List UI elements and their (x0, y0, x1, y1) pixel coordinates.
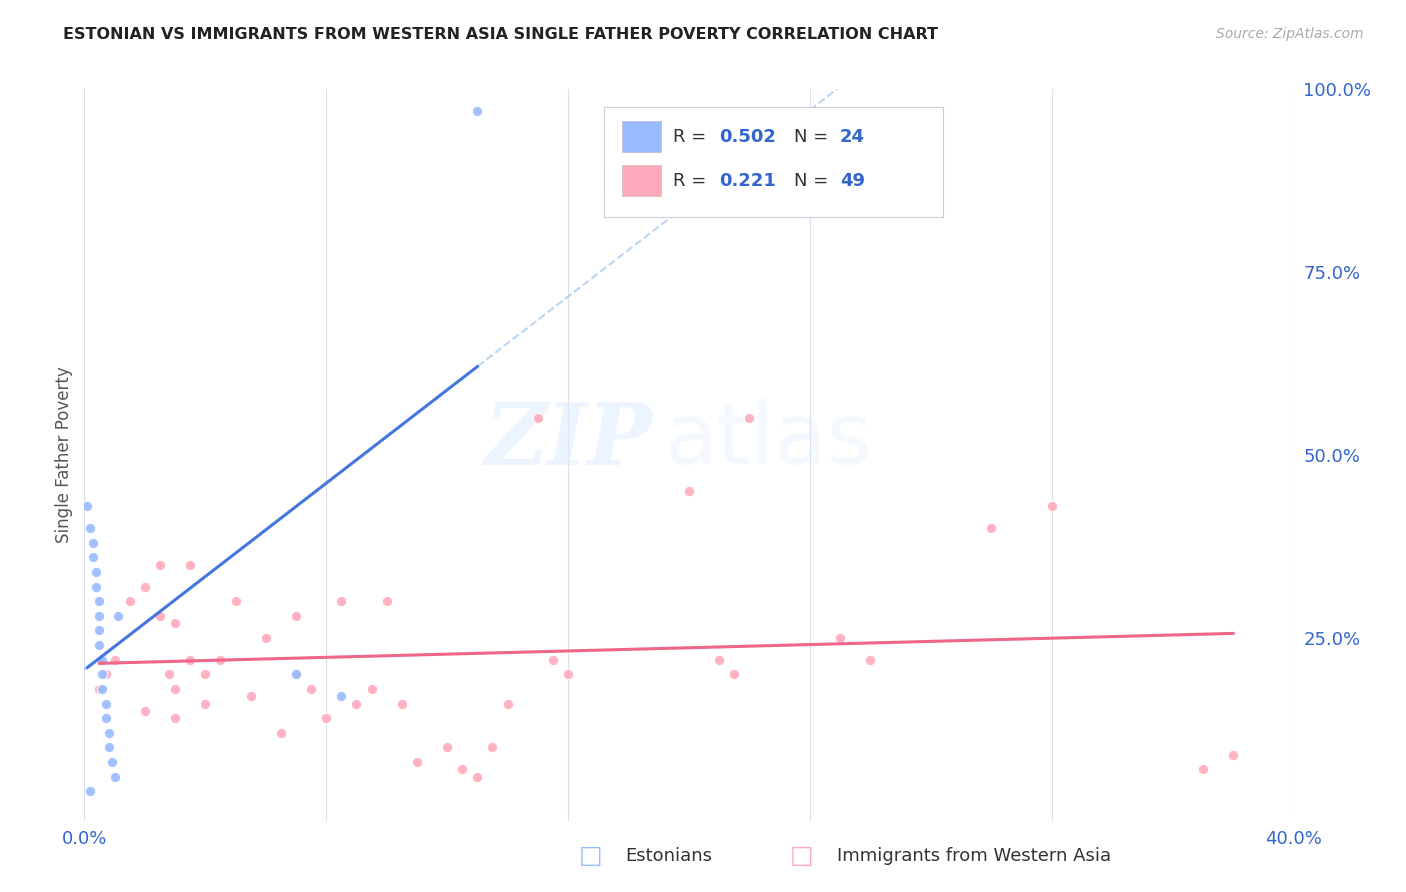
Point (100, 755, 122, 769)
Point (134, 704, 156, 718)
Point (91, 653, 114, 667)
Point (79, 784, 101, 798)
Point (436, 740, 458, 755)
Point (541, 653, 564, 667)
Point (194, 697, 217, 711)
Point (225, 594, 247, 608)
Text: Immigrants from Western Asia: Immigrants from Western Asia (837, 847, 1111, 865)
Point (709, 653, 731, 667)
Text: □: □ (579, 845, 602, 868)
Point (118, 594, 141, 608)
Point (859, 653, 882, 667)
Point (406, 755, 429, 769)
Point (1222, 747, 1244, 762)
Point (104, 770, 127, 784)
Point (82, 550, 104, 565)
Point (315, 711, 337, 725)
Point (165, 711, 187, 725)
Text: 0.502: 0.502 (720, 128, 776, 145)
Text: N =: N = (794, 171, 834, 190)
Text: atlas: atlas (665, 399, 873, 482)
Point (165, 681, 187, 696)
Point (89, 638, 111, 652)
Point (86, 580, 108, 594)
Point (285, 667, 308, 681)
Point (391, 697, 413, 711)
Point (179, 653, 201, 667)
Point (830, 631, 852, 645)
Point (481, 740, 503, 755)
Point (89, 624, 111, 638)
Point (527, 411, 550, 425)
Text: R =: R = (673, 128, 713, 145)
Point (157, 667, 180, 681)
Text: 24: 24 (841, 128, 865, 145)
Point (299, 681, 322, 696)
Point (94, 697, 117, 711)
Text: N =: N = (794, 128, 834, 145)
Point (980, 521, 1002, 535)
Point (239, 690, 262, 704)
Point (330, 594, 353, 608)
Text: 49: 49 (841, 171, 865, 190)
Y-axis label: Single Father Poverty: Single Father Poverty (55, 367, 73, 543)
Point (86, 565, 108, 579)
Point (194, 667, 217, 681)
Text: Source: ZipAtlas.com: Source: ZipAtlas.com (1216, 27, 1364, 41)
Point (107, 608, 129, 623)
Point (91, 667, 114, 681)
Text: ESTONIAN VS IMMIGRANTS FROM WESTERN ASIA SINGLE FATHER POVERTY CORRELATION CHART: ESTONIAN VS IMMIGRANTS FROM WESTERN ASIA… (63, 27, 938, 42)
FancyBboxPatch shape (623, 165, 661, 196)
Point (723, 667, 745, 681)
Point (346, 697, 368, 711)
Point (82, 535, 104, 549)
Point (134, 580, 156, 594)
Point (738, 411, 761, 425)
Point (79, 521, 101, 535)
Point (254, 631, 277, 645)
Point (89, 594, 111, 608)
Point (451, 763, 474, 777)
Point (76, 499, 98, 513)
Text: Estonians: Estonians (626, 847, 713, 865)
Point (270, 726, 292, 740)
Point (467, 104, 489, 119)
Point (91, 681, 114, 696)
Text: 0.221: 0.221 (720, 171, 776, 190)
Point (330, 690, 353, 704)
Point (360, 681, 382, 696)
Point (375, 594, 398, 608)
Point (467, 770, 489, 784)
Text: □: □ (790, 845, 813, 868)
Point (179, 558, 201, 572)
Point (89, 681, 111, 696)
Point (285, 667, 308, 681)
Point (678, 484, 700, 499)
Point (496, 697, 519, 711)
Point (209, 653, 232, 667)
FancyBboxPatch shape (605, 108, 943, 218)
Point (557, 667, 579, 681)
Point (149, 558, 172, 572)
Point (165, 616, 187, 631)
Point (97, 740, 120, 755)
Point (89, 608, 111, 623)
Point (94, 711, 117, 725)
FancyBboxPatch shape (623, 121, 661, 153)
Point (1192, 763, 1215, 777)
Text: ZIP: ZIP (485, 399, 652, 482)
Text: R =: R = (673, 171, 713, 190)
Point (149, 608, 172, 623)
Point (97, 726, 120, 740)
Point (1040, 499, 1063, 513)
Point (285, 608, 308, 623)
Point (94, 667, 117, 681)
Point (104, 653, 127, 667)
